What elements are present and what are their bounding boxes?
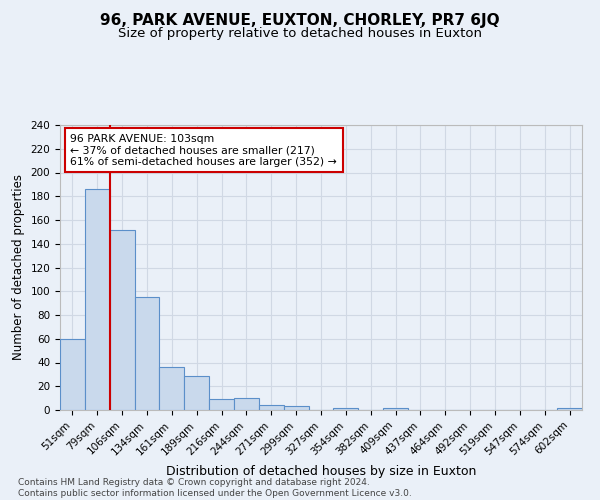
Bar: [134, 297, 160, 410]
Bar: [60, 339, 85, 410]
Y-axis label: Number of detached properties: Number of detached properties: [12, 174, 25, 360]
Bar: [209, 400, 234, 410]
Text: 96, PARK AVENUE, EUXTON, CHORLEY, PR7 6JQ: 96, PARK AVENUE, EUXTON, CHORLEY, PR7 6J…: [100, 12, 500, 28]
Bar: [85, 189, 110, 410]
Bar: [334, 408, 358, 410]
Text: Contains HM Land Registry data © Crown copyright and database right 2024.
Contai: Contains HM Land Registry data © Crown c…: [18, 478, 412, 498]
Bar: [110, 230, 134, 410]
Bar: [284, 406, 308, 410]
X-axis label: Distribution of detached houses by size in Euxton: Distribution of detached houses by size …: [166, 465, 476, 478]
Bar: [184, 376, 209, 410]
Bar: [160, 367, 184, 410]
Text: Size of property relative to detached houses in Euxton: Size of property relative to detached ho…: [118, 28, 482, 40]
Text: 96 PARK AVENUE: 103sqm
← 37% of detached houses are smaller (217)
61% of semi-de: 96 PARK AVENUE: 103sqm ← 37% of detached…: [70, 134, 337, 167]
Bar: [383, 408, 408, 410]
Bar: [234, 398, 259, 410]
Bar: [557, 408, 582, 410]
Bar: [259, 405, 284, 410]
